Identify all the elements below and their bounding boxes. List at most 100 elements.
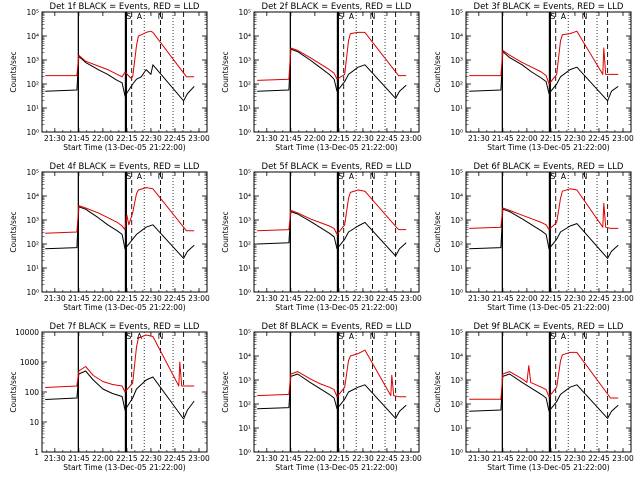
panel-title: Det 2f BLACK = Events, RED = LLD [262,2,412,12]
y-tick-label: 10² [450,240,463,249]
y-tick-label: 10¹ [450,104,463,113]
marker-annotation: N [158,12,164,21]
series-lld-line [45,334,195,393]
x-tick-label: 21:45 [492,294,514,303]
y-axis-label: Counts/sec [9,371,18,412]
panel-title: Det 4f BLACK = Events, RED = LLD [50,162,200,172]
x-axis-label: Start Time (13-Dec-05 21:22:00) [487,303,609,312]
x-tick-label: 21:30 [468,454,490,463]
y-tick-label: 10³ [450,56,463,65]
y-tick-label: 1000 [20,358,39,367]
x-tick-label: 22:00 [516,134,538,143]
marker-annotation: A [561,332,567,341]
marker-annotation: A [349,172,355,181]
y-axis-label: Counts/sec [221,51,230,92]
marker-annotation: S [126,172,131,181]
plot-frame [41,171,208,293]
series-events-line [257,211,407,257]
y-tick-label: 10⁵ [26,168,39,177]
x-tick-label: 21:30 [256,294,278,303]
y-axis-label: Counts/sec [9,211,18,252]
x-tick-label: 21:45 [280,294,302,303]
series-lld-line [45,187,195,234]
marker-annotation: A [349,332,355,341]
y-tick-label: 10⁴ [26,32,39,41]
x-tick-label: 21:30 [44,134,66,143]
x-tick-label: 22:45 [588,134,610,143]
y-tick-label: 10⁵ [26,8,39,17]
y-tick-label: 10¹ [238,424,251,433]
x-tick-label: 22:30 [352,454,374,463]
y-tick-label: 10⁴ [450,352,463,361]
y-tick-label: 10⁴ [450,32,463,41]
marker-annotation: N [582,332,588,341]
y-tick-label: 10⁰ [26,128,39,137]
y-tick-label: 10¹ [450,424,463,433]
x-tick-label: 22:00 [304,454,326,463]
panel-det-3: Det 3f BLACK = Events, RED = LLD 21:30 21:… [433,2,634,152]
x-tick-label: 23:00 [612,294,634,303]
x-tick-label: 21:45 [492,134,514,143]
marker-annotation: S [550,332,555,341]
y-tick-label: 10⁵ [450,168,463,177]
x-tick-label: 22:30 [564,454,586,463]
x-tick-label: 22:30 [140,134,162,143]
y-tick-label: 10⁴ [26,192,39,201]
y-tick-label: 10⁵ [238,168,251,177]
x-tick-label: 22:15 [540,294,562,303]
y-tick-label: 10³ [238,216,251,225]
x-tick-label: 22:30 [352,294,374,303]
x-axis-label: Start Time (13-Dec-05 21:22:00) [275,303,397,312]
y-tick-label: 10² [238,80,251,89]
y-tick-label: 10¹ [450,264,463,273]
x-tick-label: 21:30 [256,134,278,143]
y-tick-label: 10¹ [26,264,39,273]
x-tick-label: 22:00 [304,294,326,303]
y-tick-label: 10⁴ [238,32,251,41]
y-tick-label: 10⁰ [238,448,251,457]
marker-annotation: N [370,172,376,181]
x-axis-label: Start Time (13-Dec-05 21:22:00) [63,143,185,152]
y-axis-label: Counts/sec [221,371,230,412]
x-tick-label: 22:15 [328,294,350,303]
series-events-line [469,51,619,102]
panel-title: Det 6f BLACK = Events, RED = LLD [474,162,624,172]
panel-det-1: Det 1f BLACK = Events, RED = LLD 21:30 21:… [9,2,210,152]
panel-title: Det 9f BLACK = Events, RED = LLD [474,322,624,332]
y-tick-label: 10⁰ [450,448,463,457]
series-lld-line [257,189,407,235]
x-tick-label: 23:00 [612,134,634,143]
series-lld-line [257,349,407,398]
panel-title: Det 8f BLACK = Events, RED = LLD [262,322,412,332]
y-tick-label: 10² [26,240,39,249]
x-tick-label: 22:15 [116,454,138,463]
marker-annotation: N [370,12,376,21]
plot-frame [465,171,632,293]
y-tick-label: 10⁰ [26,288,39,297]
x-tick-label: 22:45 [376,294,398,303]
y-axis-label: Counts/sec [433,211,442,252]
marker-annotation: A [137,172,143,181]
series-lld-line [469,351,619,400]
y-tick-label: 10² [238,400,251,409]
x-tick-label: 22:15 [540,134,562,143]
series-events-line [257,373,407,419]
y-tick-label: 1 [34,448,39,457]
series-lld-line [469,188,619,231]
series-events-line [45,370,195,420]
panel-det-4: Det 4f BLACK = Events, RED = LLD 21:30 21:… [9,162,210,312]
marker-annotation: N [158,172,164,181]
series-lld-line [257,31,407,81]
x-tick-label: 22:15 [116,134,138,143]
marker-annotation: N [370,332,376,341]
series-events-line [257,48,407,99]
y-axis-label: Counts/sec [221,211,230,252]
x-axis-label: Start Time (13-Dec-05 21:22:00) [275,463,397,472]
plot-frame [465,331,632,453]
plot-frame [41,11,208,133]
x-tick-label: 21:45 [68,454,90,463]
x-tick-label: 22:30 [352,134,374,143]
panel-title: Det 5f BLACK = Events, RED = LLD [262,162,412,172]
x-tick-label: 22:00 [92,454,114,463]
y-tick-label: 10⁴ [238,352,251,361]
